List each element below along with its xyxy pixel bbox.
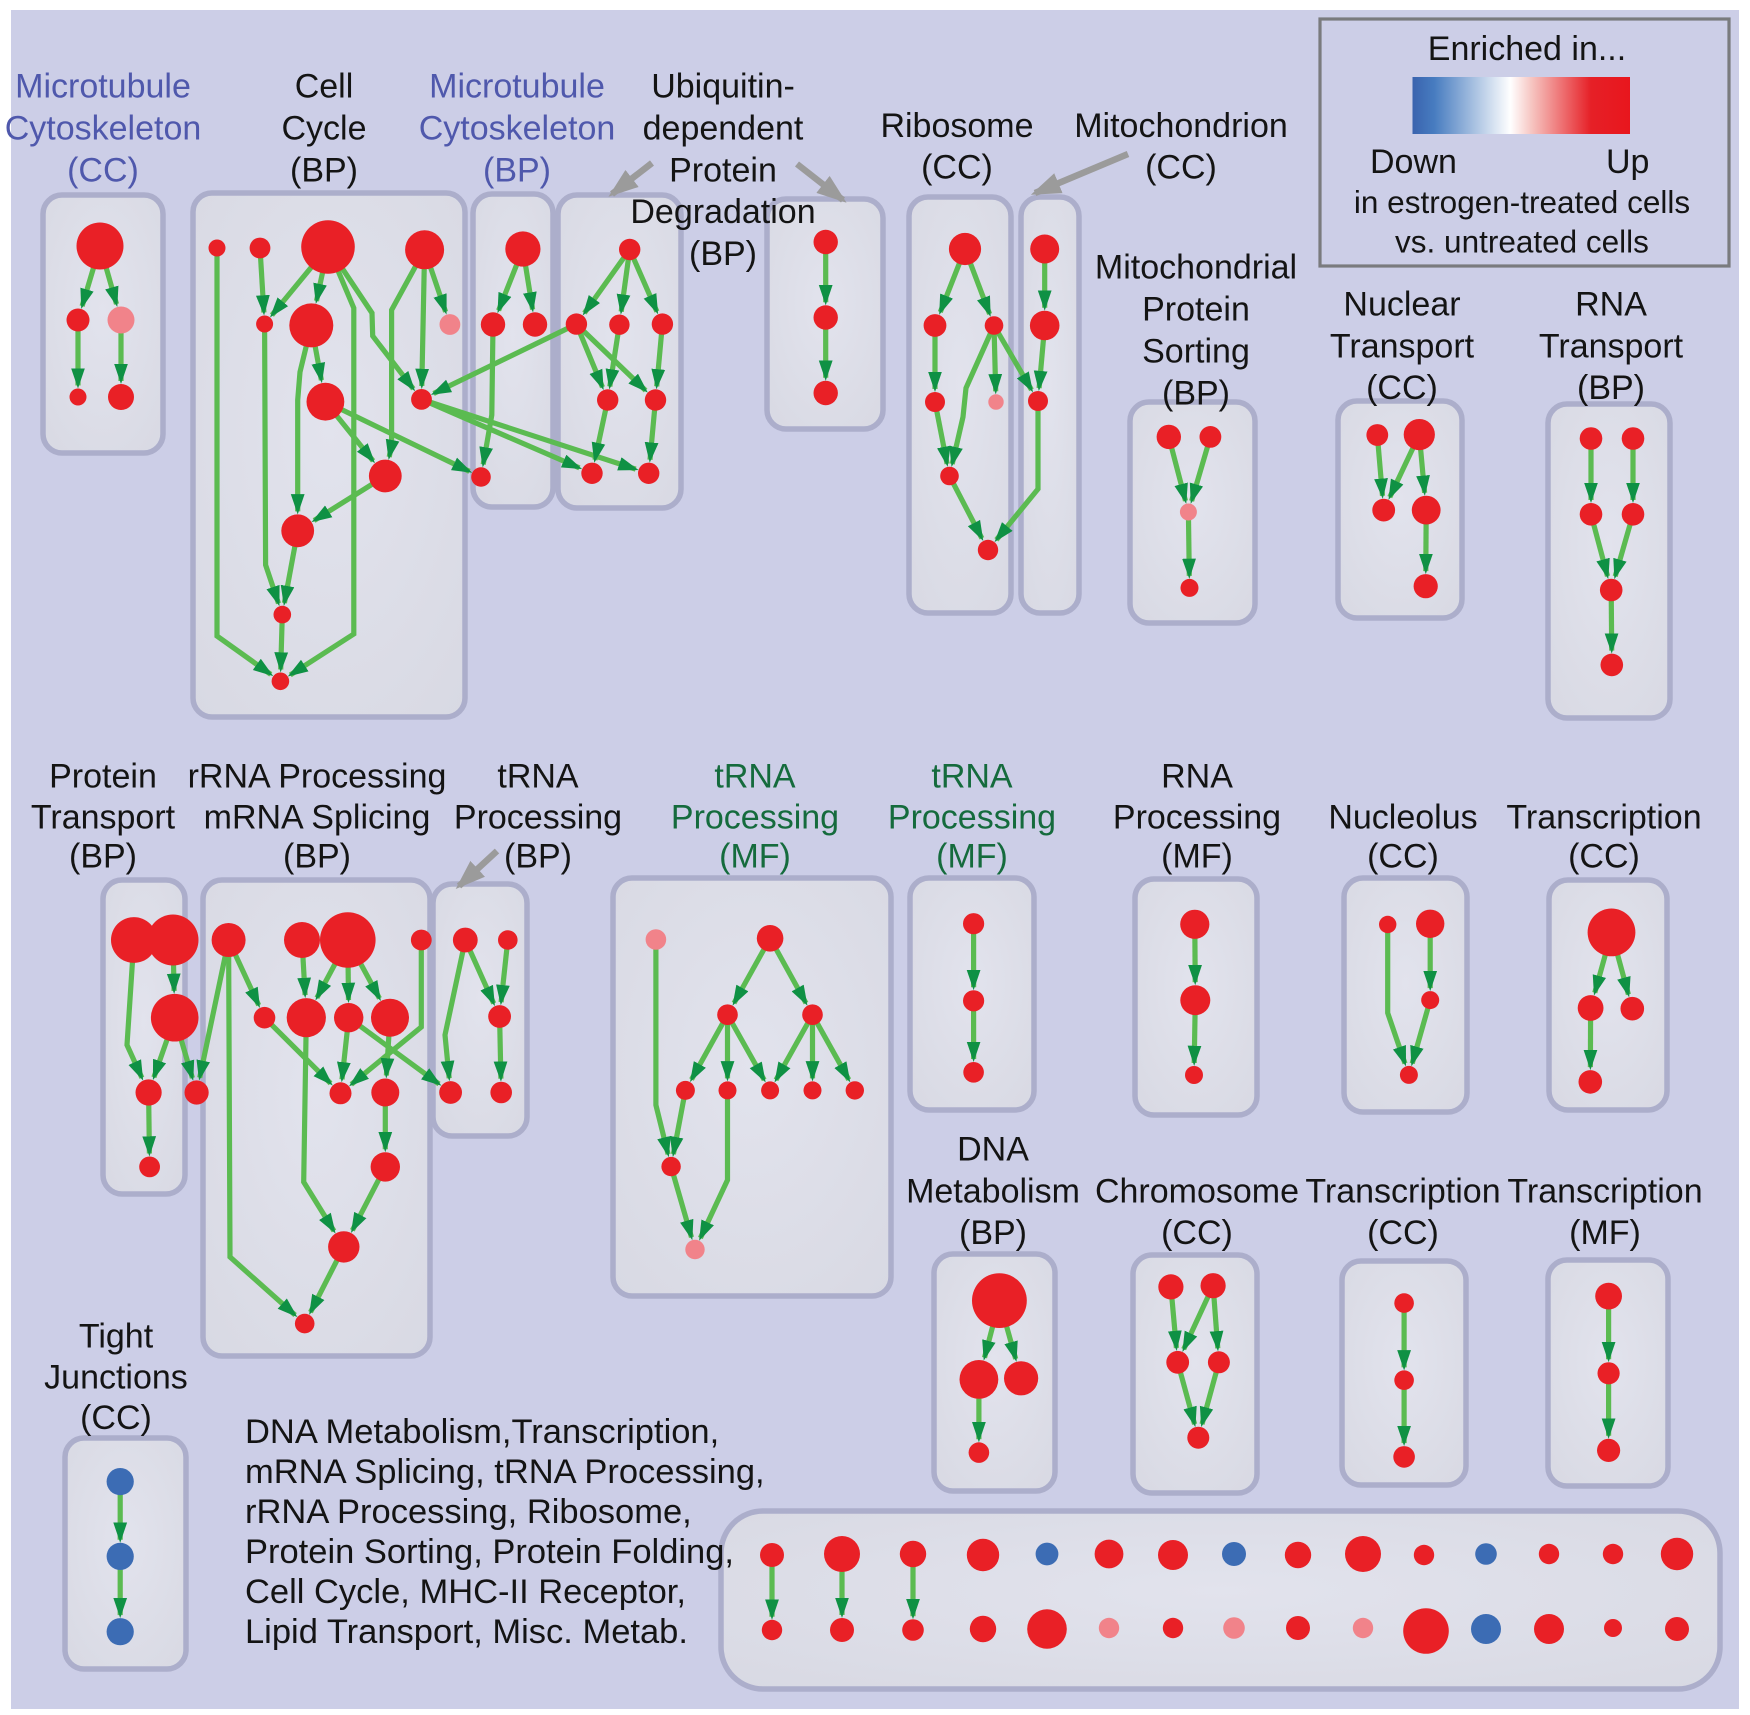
svg-text:Chromosome: Chromosome bbox=[1095, 1172, 1299, 1210]
svg-text:tRNA: tRNA bbox=[714, 757, 796, 795]
svg-text:Cell: Cell bbox=[295, 68, 354, 106]
svg-text:Protein Sorting, Protein Foldi: Protein Sorting, Protein Folding, bbox=[245, 1533, 734, 1571]
svg-text:(BP): (BP) bbox=[290, 151, 358, 189]
svg-text:(CC): (CC) bbox=[1161, 1214, 1233, 1252]
svg-text:Sorting: Sorting bbox=[1142, 332, 1250, 370]
svg-text:Transport: Transport bbox=[1539, 327, 1684, 365]
svg-text:Ubiquitin-: Ubiquitin- bbox=[651, 68, 795, 106]
svg-text:Up: Up bbox=[1606, 143, 1649, 181]
svg-text:Cell Cycle, MHC-II Receptor,: Cell Cycle, MHC-II Receptor, bbox=[245, 1573, 686, 1611]
svg-text:Transport: Transport bbox=[31, 798, 176, 836]
svg-text:(BP): (BP) bbox=[689, 235, 757, 273]
svg-text:(CC): (CC) bbox=[921, 149, 993, 187]
svg-text:Degradation: Degradation bbox=[630, 193, 815, 231]
svg-text:RNA: RNA bbox=[1161, 757, 1233, 795]
svg-text:Processing: Processing bbox=[888, 798, 1056, 836]
svg-text:(CC): (CC) bbox=[1367, 1214, 1439, 1252]
svg-text:Lipid Transport, Misc. Metab.: Lipid Transport, Misc. Metab. bbox=[245, 1613, 688, 1651]
svg-text:Nuclear: Nuclear bbox=[1343, 285, 1460, 323]
svg-text:(BP): (BP) bbox=[1162, 374, 1230, 412]
svg-text:mRNA Splicing: mRNA Splicing bbox=[204, 798, 431, 836]
svg-text:Transcription: Transcription bbox=[1507, 1172, 1702, 1210]
svg-text:(CC): (CC) bbox=[80, 1399, 152, 1437]
svg-text:(MF): (MF) bbox=[1569, 1214, 1641, 1252]
svg-text:Down: Down bbox=[1370, 143, 1457, 181]
svg-text:DNA: DNA bbox=[957, 1130, 1029, 1168]
svg-text:DNA Metabolism,Transcription,: DNA Metabolism,Transcription, bbox=[245, 1413, 719, 1451]
svg-text:rRNA Processing, Ribosome,: rRNA Processing, Ribosome, bbox=[245, 1493, 692, 1531]
svg-text:Ribosome: Ribosome bbox=[880, 107, 1033, 145]
svg-text:Processing: Processing bbox=[1113, 798, 1281, 836]
svg-text:Transcription: Transcription bbox=[1305, 1172, 1500, 1210]
svg-text:Protein: Protein bbox=[49, 757, 157, 795]
svg-text:tRNA: tRNA bbox=[931, 757, 1013, 795]
svg-text:Nucleolus: Nucleolus bbox=[1328, 798, 1477, 836]
svg-text:(BP): (BP) bbox=[504, 837, 572, 875]
svg-text:(CC): (CC) bbox=[67, 151, 139, 189]
svg-text:(CC): (CC) bbox=[1367, 837, 1439, 875]
svg-text:(BP): (BP) bbox=[69, 837, 137, 875]
svg-text:dependent: dependent bbox=[643, 110, 804, 148]
svg-text:Processing: Processing bbox=[671, 798, 839, 836]
svg-text:(BP): (BP) bbox=[483, 151, 551, 189]
svg-text:Protein: Protein bbox=[669, 151, 777, 189]
svg-text:Cycle: Cycle bbox=[281, 110, 366, 148]
svg-text:mRNA Splicing, tRNA Processing: mRNA Splicing, tRNA Processing, bbox=[245, 1453, 765, 1491]
svg-text:(BP): (BP) bbox=[1577, 369, 1645, 407]
svg-text:(BP): (BP) bbox=[283, 837, 351, 875]
svg-text:Microtubule: Microtubule bbox=[429, 68, 605, 106]
svg-text:vs. untreated cells: vs. untreated cells bbox=[1395, 224, 1649, 260]
svg-text:RNA: RNA bbox=[1575, 285, 1647, 323]
svg-text:Microtubule: Microtubule bbox=[15, 68, 191, 106]
svg-text:Transcription: Transcription bbox=[1506, 798, 1701, 836]
svg-text:(MF): (MF) bbox=[719, 837, 791, 875]
svg-text:Enriched in...: Enriched in... bbox=[1428, 30, 1626, 68]
svg-text:Tight: Tight bbox=[79, 1317, 154, 1355]
svg-text:Mitochondrial: Mitochondrial bbox=[1095, 248, 1297, 286]
svg-text:Cytoskeleton: Cytoskeleton bbox=[5, 110, 202, 148]
svg-text:rRNA Processing: rRNA Processing bbox=[188, 757, 447, 795]
svg-text:(CC): (CC) bbox=[1366, 369, 1438, 407]
svg-text:Metabolism: Metabolism bbox=[906, 1172, 1080, 1210]
svg-text:Cytoskeleton: Cytoskeleton bbox=[419, 110, 616, 148]
svg-text:Mitochondrion: Mitochondrion bbox=[1074, 107, 1288, 145]
svg-text:(BP): (BP) bbox=[959, 1214, 1027, 1252]
svg-text:(MF): (MF) bbox=[1161, 837, 1233, 875]
svg-text:(MF): (MF) bbox=[936, 837, 1008, 875]
svg-text:tRNA: tRNA bbox=[497, 757, 579, 795]
svg-text:Transport: Transport bbox=[1330, 327, 1475, 365]
svg-text:(CC): (CC) bbox=[1568, 837, 1640, 875]
svg-text:Protein: Protein bbox=[1142, 290, 1250, 328]
svg-text:(CC): (CC) bbox=[1145, 149, 1217, 187]
svg-text:Junctions: Junctions bbox=[44, 1358, 188, 1396]
svg-text:Processing: Processing bbox=[454, 798, 622, 836]
svg-text:in estrogen-treated cells: in estrogen-treated cells bbox=[1354, 184, 1690, 220]
